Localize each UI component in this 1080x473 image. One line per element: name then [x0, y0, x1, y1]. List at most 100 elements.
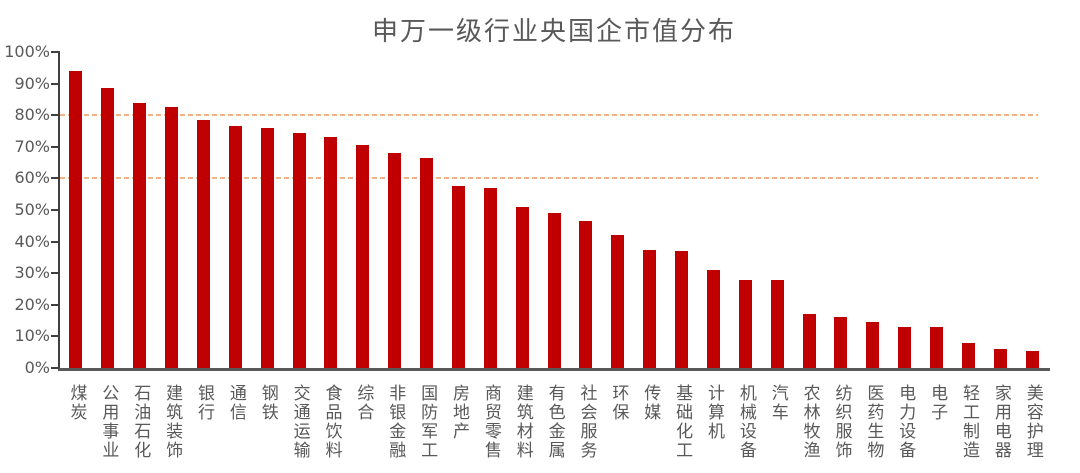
bar-slot	[921, 52, 953, 368]
y-axis-tick-label: 10%	[14, 326, 50, 346]
bar-石油石化	[133, 102, 147, 368]
y-axis-tick-mark	[51, 209, 59, 211]
x-label-slot: 电子	[921, 384, 953, 422]
x-label-slot: 建筑材料	[506, 384, 538, 460]
x-label-slot: 煤炭	[60, 384, 92, 422]
bar-医药生物	[866, 322, 880, 368]
bar-slot	[984, 52, 1016, 368]
bar-非银金融	[388, 153, 402, 368]
bar-通信	[228, 126, 242, 368]
x-label-slot: 汽车	[761, 384, 793, 422]
bar-电力设备	[898, 326, 912, 368]
bar-slot	[634, 52, 666, 368]
bar-slot	[889, 52, 921, 368]
x-axis-label: 非银金融	[385, 384, 406, 460]
y-axis-tick-label: 0%	[24, 358, 50, 377]
y-axis-tick-mark	[51, 367, 59, 369]
bar-slot	[761, 52, 793, 368]
bar-slot	[474, 52, 506, 368]
bar-银行	[196, 119, 210, 368]
bar-农林牧渔	[802, 314, 816, 368]
bar-slot	[219, 52, 251, 368]
x-axis-label: 食品饮料	[321, 384, 342, 460]
x-axis-label: 钢铁	[257, 384, 278, 422]
bar-社会服务	[579, 221, 593, 368]
x-label-slot: 美容护理	[1016, 384, 1048, 460]
x-axis-label: 电力设备	[895, 384, 916, 460]
y-axis-tick-mark	[51, 82, 59, 85]
bar-slot	[251, 52, 283, 368]
x-axis-label: 计算机	[703, 384, 724, 441]
y-axis-tick-label: 90%	[14, 73, 50, 93]
reference-line-80	[60, 114, 1038, 117]
bar-传媒	[643, 249, 657, 368]
bar-建筑材料	[515, 206, 529, 368]
x-label-slot: 公用事业	[92, 384, 124, 460]
x-axis: 煤炭 公用事业 石油石化 建筑装饰 银行 通信 钢铁 交通运输 食品饮料 综合 非银金融 国防军工 房地…	[60, 384, 1048, 460]
x-label-slot: 农林牧渔	[793, 384, 825, 460]
y-axis-tick-label: 80%	[14, 105, 50, 125]
x-label-slot: 家用电器	[984, 384, 1016, 460]
x-axis-label: 建筑装饰	[162, 384, 183, 460]
plot-area	[60, 52, 1048, 368]
bar-商贸零售	[483, 187, 497, 368]
x-axis-label: 轻工制造	[958, 384, 979, 460]
y-axis-line	[58, 51, 60, 369]
x-axis-label: 医药生物	[863, 384, 884, 460]
y-axis-tick-label: 20%	[14, 294, 50, 314]
y-axis-tick-mark	[51, 51, 59, 53]
x-label-slot: 基础化工	[666, 384, 698, 460]
bar-slot	[793, 52, 825, 368]
x-axis-label: 传媒	[640, 384, 661, 422]
x-axis-label: 美容护理	[1022, 384, 1043, 460]
bar-汽车	[770, 279, 784, 368]
x-axis-label: 通信	[225, 384, 246, 422]
bar-slot	[1016, 52, 1048, 368]
bar-slot	[698, 52, 730, 368]
x-axis-label: 银行	[193, 384, 214, 422]
bar-基础化工	[675, 251, 689, 368]
x-axis-label: 煤炭	[66, 384, 87, 422]
x-label-slot: 石油石化	[124, 384, 156, 460]
x-axis-label: 有色金属	[544, 384, 565, 460]
x-label-slot: 医药生物	[857, 384, 889, 460]
x-label-slot: 银行	[188, 384, 220, 422]
x-label-slot: 环保	[602, 384, 634, 422]
x-axis-label: 汽车	[767, 384, 788, 422]
x-label-slot: 非银金融	[379, 384, 411, 460]
x-axis-label: 社会服务	[576, 384, 597, 460]
bar-slot	[92, 52, 124, 368]
bar-交通运输	[292, 132, 306, 368]
bar-电子	[930, 326, 944, 368]
x-axis-label: 纺织服饰	[831, 384, 852, 460]
x-label-slot: 机械设备	[729, 384, 761, 460]
chart-title: 申万一级行业央国企市值分布	[371, 17, 736, 47]
y-axis-tick-mark	[51, 114, 59, 117]
bar-slot	[283, 52, 315, 368]
x-label-slot: 通信	[219, 384, 251, 422]
bar-煤炭	[69, 70, 83, 368]
bar-slot	[315, 52, 347, 368]
x-label-slot: 钢铁	[251, 384, 283, 422]
x-axis-label: 公用事业	[98, 384, 119, 460]
bar-公用事业	[101, 88, 115, 368]
x-axis-label: 建筑材料	[512, 384, 533, 460]
x-axis-label: 商贸零售	[480, 384, 501, 460]
bar-美容护理	[1025, 350, 1039, 368]
x-label-slot: 食品饮料	[315, 384, 347, 460]
x-label-slot: 综合	[347, 384, 379, 422]
bar-slot	[347, 52, 379, 368]
bar-房地产	[451, 186, 465, 368]
bar-slot	[411, 52, 443, 368]
bar-slot	[443, 52, 475, 368]
bar-有色金属	[547, 213, 561, 368]
y-axis-tick-label: 60%	[14, 168, 50, 188]
x-label-slot: 纺织服饰	[825, 384, 857, 460]
x-axis-line	[58, 368, 1050, 371]
bar-机械设备	[738, 279, 752, 368]
bar-钢铁	[260, 127, 274, 368]
x-axis-label: 石油石化	[130, 384, 151, 460]
x-axis-label: 综合	[353, 384, 374, 422]
bar-slot	[666, 52, 698, 368]
y-axis-tick-label: 50%	[14, 200, 50, 219]
